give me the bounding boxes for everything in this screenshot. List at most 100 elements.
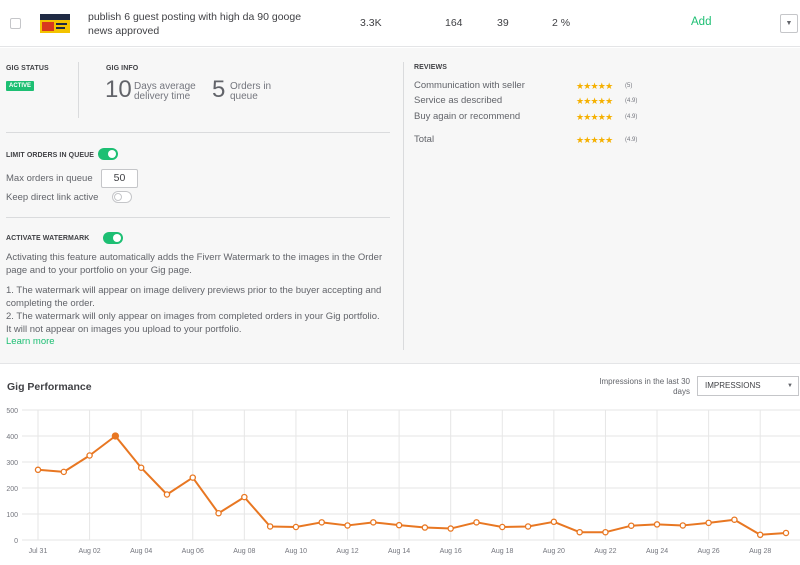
y-tick-label: 500 xyxy=(6,408,18,415)
watermark-label: ACTIVATE WATERMARK xyxy=(6,235,90,242)
orders-queue-value: 5 xyxy=(212,76,226,103)
max-orders-label: Max orders in queue xyxy=(6,173,93,184)
data-point xyxy=(318,519,325,526)
status-badge: ACTIVE xyxy=(6,81,35,91)
learn-more-link[interactable]: Learn more xyxy=(6,336,55,347)
data-point xyxy=(447,525,454,532)
delivery-days-label: Days average delivery time xyxy=(134,81,196,102)
review-name-total: Total xyxy=(414,134,435,145)
gig-info-label: GIG INFO xyxy=(106,65,139,72)
divider xyxy=(78,62,79,118)
star-rating: ★★★★★ xyxy=(576,96,613,106)
y-tick-label: 100 xyxy=(6,512,18,519)
chevron-down-icon[interactable]: ▼ xyxy=(780,14,798,33)
x-tick-label: Aug 06 xyxy=(182,548,204,555)
data-point xyxy=(215,509,222,517)
watermark-description: Activating this feature automatically ad… xyxy=(6,252,383,276)
x-tick-label: Aug 14 xyxy=(388,548,410,555)
performance-chart: 0 100 200 300 400 500 Jul 31 Aug 02 Aug 04 Aug 06… xyxy=(6,408,800,555)
data-point xyxy=(756,531,764,539)
data-point xyxy=(473,519,480,526)
y-tick-label: 200 xyxy=(6,486,18,493)
data-point xyxy=(266,523,274,530)
data-point xyxy=(576,528,583,536)
max-orders-input[interactable]: 50 xyxy=(101,169,138,188)
data-point xyxy=(731,516,738,523)
impressions-line xyxy=(37,435,787,536)
x-tick-label: Aug 28 xyxy=(749,548,771,555)
orders-queue-label: Orders in queue xyxy=(230,81,272,102)
x-tick-label: Jul 31 xyxy=(29,548,48,555)
review-name-service: Service as described xyxy=(414,95,503,106)
data-point xyxy=(524,523,532,530)
data-point xyxy=(499,523,506,531)
reviews-label: REVIEWS xyxy=(414,64,447,71)
watermark-point-2: 2. The watermark will only appear on ima… xyxy=(6,311,380,335)
direct-link-toggle[interactable] xyxy=(112,191,132,203)
y-tick-label: 300 xyxy=(6,460,18,467)
x-tick-label: Aug 02 xyxy=(78,548,100,555)
review-name-communication: Communication with seller xyxy=(414,80,525,91)
data-point xyxy=(241,493,248,501)
gig-orders: 39 xyxy=(497,17,509,29)
plot-area xyxy=(28,410,800,540)
x-tick-label: Aug 10 xyxy=(285,548,307,555)
data-point xyxy=(34,466,42,474)
divider xyxy=(403,62,404,350)
gig-clicks: 164 xyxy=(445,17,463,29)
delivery-days-value: 10 xyxy=(105,76,132,103)
y-tick-label: 0 xyxy=(14,538,18,545)
review-score-communication: (5) xyxy=(625,83,633,89)
star-rating: ★★★★★ xyxy=(576,81,613,91)
data-point xyxy=(679,522,687,529)
data-point xyxy=(86,452,93,459)
data-point xyxy=(705,519,712,527)
limit-orders-label: LIMIT ORDERS IN QUEUE xyxy=(6,152,95,159)
star-rating: ★★★★★ xyxy=(576,112,613,122)
gig-row: publish 6 guest posting with high da 90 … xyxy=(0,0,800,47)
gig-impressions: 3.3K xyxy=(360,17,382,29)
review-score-service: (4.9) xyxy=(625,98,638,104)
metric-select-value: IMPRESSIONS xyxy=(705,381,761,390)
data-point xyxy=(163,491,171,498)
y-tick-label: 400 xyxy=(6,434,18,441)
metric-select[interactable]: IMPRESSIONS ▼ xyxy=(697,376,799,396)
x-tick-label: Aug 16 xyxy=(440,548,462,555)
impressions-period-label: Impressions in the last 30 days xyxy=(599,377,690,396)
data-point xyxy=(189,474,197,481)
gig-performance-title: Gig Performance xyxy=(7,381,92,393)
gig-thumbnail[interactable] xyxy=(40,14,70,33)
gig-select-checkbox[interactable] xyxy=(10,18,21,29)
data-point xyxy=(602,528,609,536)
data-point xyxy=(370,519,377,526)
data-point xyxy=(344,522,351,529)
x-tick-label: Aug 22 xyxy=(594,548,616,555)
x-tick-label: Aug 18 xyxy=(491,548,513,555)
review-score-total: (4.9) xyxy=(625,137,638,143)
add-button[interactable]: Add xyxy=(691,16,712,28)
data-point xyxy=(292,523,300,531)
data-point xyxy=(550,518,558,526)
direct-link-label: Keep direct link active xyxy=(6,192,99,203)
data-point xyxy=(653,521,661,528)
gig-title[interactable]: publish 6 guest posting with high da 90 … xyxy=(88,11,302,37)
gig-status-label: GIG STATUS xyxy=(6,65,49,72)
limit-orders-toggle[interactable] xyxy=(98,148,118,160)
gig-conversion: 2 % xyxy=(552,17,571,29)
data-point xyxy=(60,468,68,476)
data-point xyxy=(137,464,145,471)
data-point xyxy=(421,524,429,531)
divider xyxy=(6,217,390,218)
watermark-toggle[interactable] xyxy=(103,232,123,244)
data-point xyxy=(782,529,790,537)
review-name-recommend: Buy again or recommend xyxy=(414,111,521,122)
x-tick-label: Aug 04 xyxy=(130,548,152,555)
x-tick-label: Aug 24 xyxy=(646,548,668,555)
data-point xyxy=(395,521,403,529)
data-point xyxy=(627,522,635,529)
star-rating: ★★★★★ xyxy=(576,135,613,145)
x-tick-label: Aug 12 xyxy=(336,548,358,555)
gig-details-panel: GIG STATUS ACTIVE GIG INFO 10 Days avera… xyxy=(0,48,800,364)
chevron-down-icon: ▼ xyxy=(787,383,793,389)
divider xyxy=(6,132,390,133)
